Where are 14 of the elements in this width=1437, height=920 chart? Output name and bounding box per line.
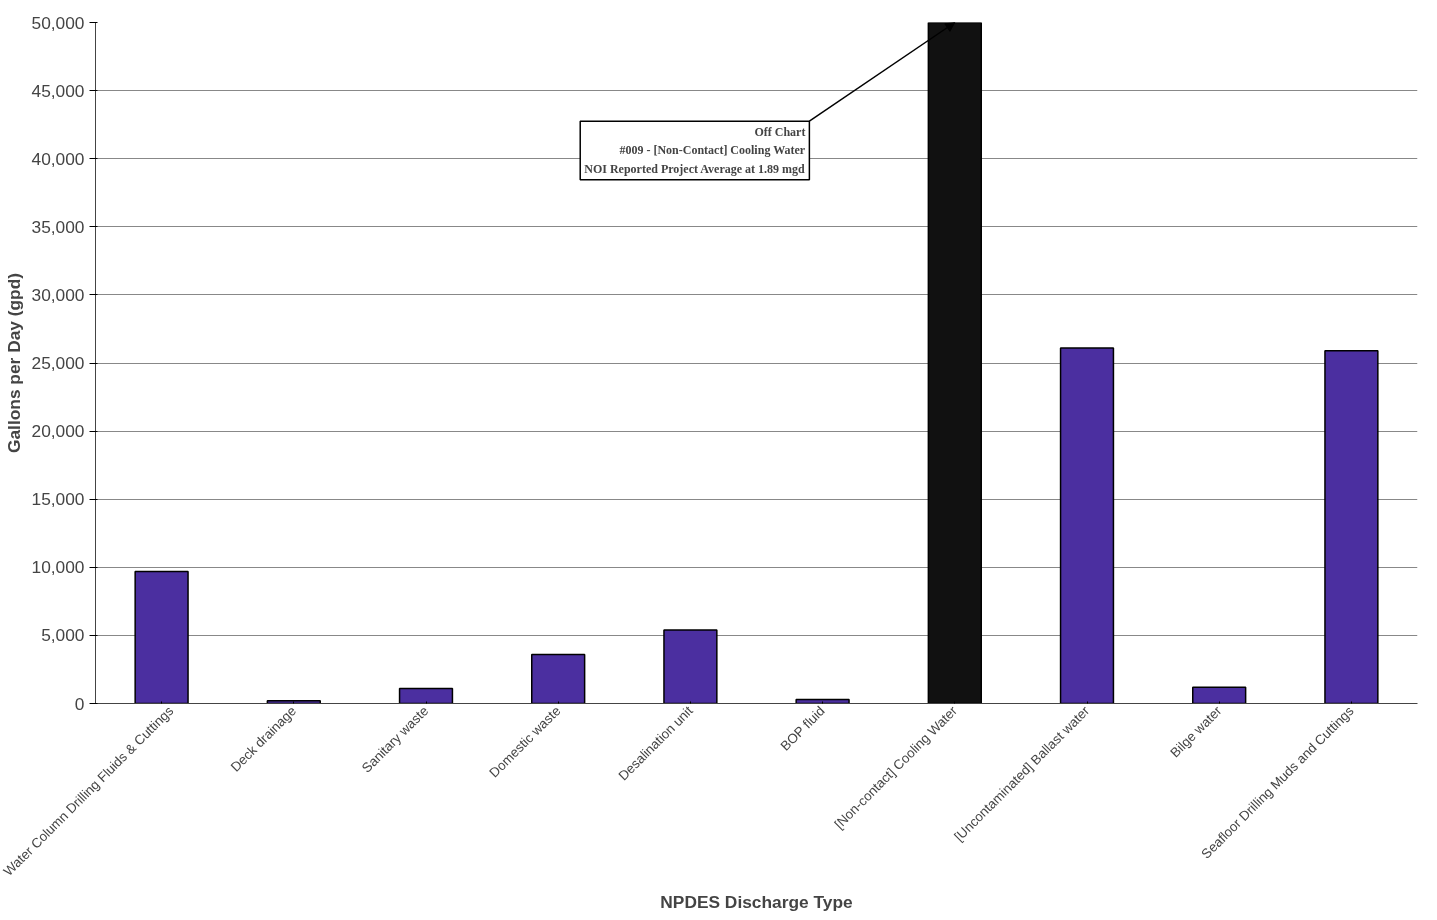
- y-tick-label: 5,000: [41, 625, 85, 646]
- y-tick-label: 50,000: [31, 12, 85, 33]
- y-axis-title: Gallons per Day (gpd): [3, 272, 24, 454]
- y-tick-label: 30,000: [31, 284, 85, 305]
- annotation: Off Chart #009 - [Non-Contact] Cooling Water NOI Reported Project Average at 1.89 mgd: [584, 125, 806, 176]
- y-tick-label: 40,000: [31, 148, 85, 169]
- y-tick-label: 25,000: [31, 353, 85, 373]
- y-tick-label: 20,000: [31, 421, 85, 442]
- y-tick-label: 10,000: [31, 557, 85, 578]
- y-tick-label: 45,000: [31, 80, 85, 101]
- y-tick-label: 0: [74, 693, 85, 714]
- y-tick-label: 35,000: [31, 216, 85, 237]
- x-axis-title: NPDES Discharge Type: [660, 892, 853, 913]
- y-tick-label: 15,000: [31, 489, 85, 510]
